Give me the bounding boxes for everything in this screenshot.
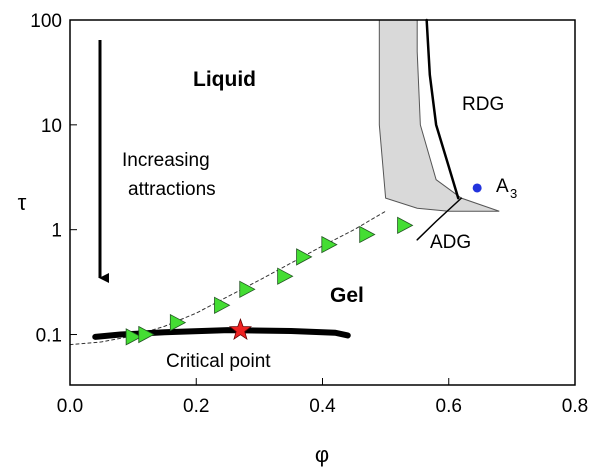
annotation: ADG [430,232,471,253]
annotation: Liquid [193,68,256,91]
x-tick-label: 0.0 [57,396,83,417]
triangle-marker [321,235,338,254]
triangle-marker [296,248,313,266]
annotation: 3 [510,186,517,201]
x-tick-label: 0.2 [183,396,209,417]
annotation: Increasing [122,150,210,171]
triangle-marker [125,328,142,346]
triangle-marker [138,325,155,344]
y-tick-label: 10 [41,116,62,137]
triangle-marker [214,296,231,314]
x-tick-label: 0.8 [562,396,588,417]
star-marker [228,317,253,341]
x-axis-label: φ [315,442,329,467]
plot-area [69,18,576,386]
curve [416,197,463,241]
y-tick-label: 0.1 [36,326,62,347]
x-tick-label: 0.6 [436,396,462,417]
triangle-marker [239,280,256,298]
x-tick-label: 0.4 [309,396,336,417]
triangle-marker [277,267,294,285]
y-axis-label: τ [18,190,27,215]
annotation: A [496,176,509,197]
triangle-marker [359,225,376,244]
point [472,183,482,193]
region [378,19,500,212]
annotation: Gel [330,284,364,307]
y-tick-label: 100 [30,11,62,32]
triangle-marker [169,313,187,332]
triangle-marker [397,216,414,235]
y-tick-label: 1 [51,221,62,242]
curve [69,210,387,346]
annotation: RDG [462,94,504,115]
annotation: attractions [128,179,216,200]
curve [425,18,460,200]
curve [92,327,351,340]
axes-frame [69,19,576,386]
annotation: Critical point [166,351,271,372]
